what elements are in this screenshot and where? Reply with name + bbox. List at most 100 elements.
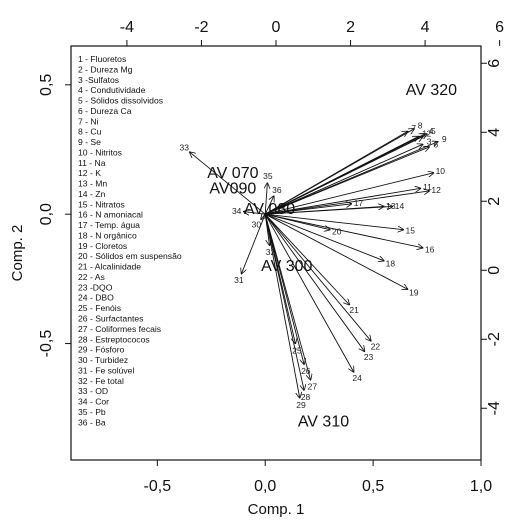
legend-entry: 34 - Cor bbox=[78, 397, 109, 407]
loading-arrow-20 bbox=[265, 213, 330, 230]
observation-label: AV 070 bbox=[207, 165, 258, 182]
legend-entry: 4 - Condutividade bbox=[78, 85, 146, 95]
loading-label-1: 1 bbox=[422, 128, 427, 138]
right-tick-label: -2 bbox=[486, 332, 503, 346]
loading-label-6: 6 bbox=[433, 139, 438, 149]
observation-label: AV 300 bbox=[261, 258, 312, 275]
legend-entry: 25 - Fenóis bbox=[78, 303, 121, 313]
loading-label-17: 17 bbox=[354, 198, 364, 208]
loading-arrow-3 bbox=[265, 144, 423, 215]
loading-arrow-36 bbox=[264, 196, 274, 215]
top-tick-label: -2 bbox=[194, 19, 208, 36]
loading-arrow-24 bbox=[264, 213, 353, 372]
loading-arrow-11 bbox=[265, 188, 420, 215]
loading-label-15: 15 bbox=[406, 225, 416, 235]
top-tick-label: -4 bbox=[120, 19, 134, 36]
loading-label-23: 23 bbox=[364, 352, 374, 362]
loading-arrow-23 bbox=[264, 213, 364, 351]
loading-label-16: 16 bbox=[425, 244, 435, 254]
legend-entry: 11 - Na bbox=[78, 158, 106, 168]
y-tick-label: 0,0 bbox=[38, 203, 55, 225]
loading-label-2: 2 bbox=[427, 128, 432, 138]
loading-arrow-34 bbox=[244, 212, 266, 215]
x-tick-label: 0,5 bbox=[362, 478, 384, 495]
loading-label-21: 21 bbox=[349, 305, 359, 315]
loading-arrow-21 bbox=[264, 213, 349, 305]
loading-arrow-19 bbox=[265, 213, 407, 289]
loading-label-4: 4 bbox=[429, 126, 434, 136]
right-tick-label: 6 bbox=[486, 59, 503, 68]
loading-arrow-35 bbox=[265, 183, 267, 215]
loading-label-13: 13 bbox=[386, 201, 396, 211]
right-tick-label: 4 bbox=[486, 128, 503, 137]
top-tick-label: 6 bbox=[495, 19, 504, 36]
legend-entry: 2 - Dureza Mg bbox=[78, 64, 133, 74]
legend-entry: 12 - K bbox=[78, 168, 101, 178]
observation-label: AV 080 bbox=[244, 201, 295, 218]
right-tick-label: -4 bbox=[486, 401, 503, 415]
right-tick-label: 2 bbox=[486, 197, 503, 206]
legend-entry: 6 - Dureza Ca bbox=[78, 106, 132, 116]
legend-entry: 28 - Estreptococos bbox=[78, 334, 150, 344]
loading-label-30: 30 bbox=[252, 220, 262, 230]
loading-label-26: 26 bbox=[301, 366, 311, 376]
x-tick-label: 0,0 bbox=[254, 478, 276, 495]
loading-label-33: 33 bbox=[180, 143, 190, 153]
loading-arrow-33 bbox=[190, 152, 266, 215]
legend-entry: 15 - Nitratos bbox=[78, 199, 125, 209]
observation-label: AV 310 bbox=[298, 413, 349, 430]
loading-label-28: 28 bbox=[301, 392, 311, 402]
loading-label-32: 32 bbox=[266, 247, 276, 257]
legend-entry: 30 - Turbidez bbox=[78, 355, 128, 365]
loading-label-9: 9 bbox=[442, 134, 447, 144]
loading-arrow-17 bbox=[265, 204, 351, 215]
loading-label-12: 12 bbox=[431, 185, 441, 195]
loading-label-22: 22 bbox=[371, 341, 381, 351]
loading-label-10: 10 bbox=[436, 166, 446, 176]
loading-label-11: 11 bbox=[423, 182, 432, 192]
legend-entry: 18 - N orgânico bbox=[78, 230, 137, 240]
loading-arrow-8 bbox=[264, 129, 414, 215]
loading-label-34: 34 bbox=[232, 206, 242, 216]
legend-entry: 17 - Temp. água bbox=[78, 220, 140, 230]
legend-entry: 13 - Mn bbox=[78, 179, 107, 189]
loading-arrow-14 bbox=[265, 206, 392, 215]
loading-label-14: 14 bbox=[395, 201, 405, 211]
loading-label-19: 19 bbox=[409, 287, 419, 297]
loading-label-18: 18 bbox=[386, 258, 396, 268]
loading-label-7: 7 bbox=[411, 123, 416, 133]
legend-entry: 7 - Ni bbox=[78, 116, 99, 126]
x-tick-label: -0,5 bbox=[144, 478, 172, 495]
legend-entry: 27 - Coliformes fecais bbox=[78, 324, 161, 334]
loading-arrow-9 bbox=[265, 142, 438, 215]
loading-arrow-27 bbox=[264, 214, 310, 380]
loading-arrow-18 bbox=[265, 213, 384, 261]
loading-label-36: 36 bbox=[272, 185, 282, 195]
loading-label-5: 5 bbox=[431, 126, 436, 136]
legend-entry: 16 - N amoniacal bbox=[78, 210, 143, 220]
loading-label-3: 3 bbox=[427, 136, 432, 146]
top-tick-label: 2 bbox=[346, 19, 355, 36]
legend-entry: 33 - OD bbox=[78, 386, 108, 396]
right-tick-label: 0 bbox=[486, 266, 503, 275]
legend-entry: 32 - Fe total bbox=[78, 376, 124, 386]
legend-entry: 20 - Sólidos em suspensão bbox=[78, 251, 182, 261]
x-tick-label: 1,0 bbox=[470, 478, 492, 495]
loading-arrow-29 bbox=[264, 214, 300, 398]
legend-entry: 9 - Se bbox=[78, 137, 101, 147]
legend-entry: 14 - Zn bbox=[78, 189, 105, 199]
legend-entry: 22 - As bbox=[78, 272, 105, 282]
loading-label-31: 31 bbox=[234, 275, 244, 285]
legend-entry: 19 - Cloretos bbox=[78, 241, 127, 251]
loading-label-20: 20 bbox=[332, 226, 342, 236]
legend-entry: 29 - Fósforo bbox=[78, 345, 125, 355]
loading-arrow-31 bbox=[241, 214, 266, 274]
loading-label-35: 35 bbox=[263, 171, 273, 181]
y-tick-label: 0,5 bbox=[38, 74, 55, 96]
observation-label: AV090 bbox=[209, 180, 256, 197]
legend-entry: 24 - DBO bbox=[78, 293, 114, 303]
loading-arrow-32 bbox=[264, 214, 269, 245]
x-axis-title: Comp. 1 bbox=[248, 501, 305, 518]
legend-entry: 21 - Alcalinidade bbox=[78, 262, 141, 272]
